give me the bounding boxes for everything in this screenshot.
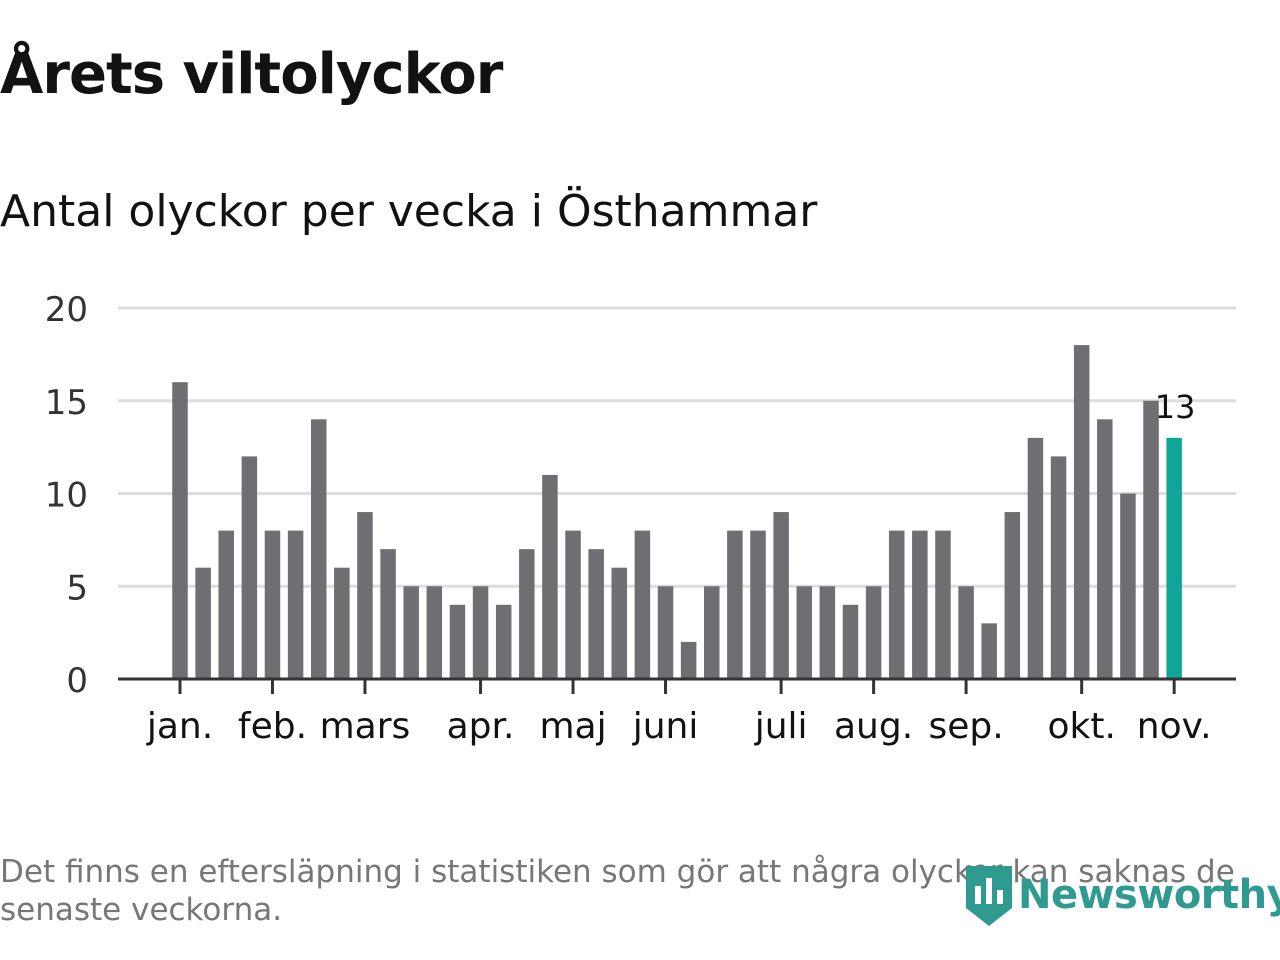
bar <box>796 586 812 679</box>
bar <box>310 419 327 679</box>
bar-highlight <box>1166 437 1182 679</box>
bar <box>542 474 558 679</box>
x-tick-label: juli <box>754 706 808 747</box>
bar <box>195 567 211 679</box>
x-tick-label: apr. <box>447 706 515 747</box>
bar <box>287 530 304 679</box>
y-tick-label: 0 <box>66 661 88 701</box>
x-tick-label: sep. <box>928 706 1003 747</box>
y-tick-label: 20 <box>45 290 88 330</box>
bar <box>357 512 373 679</box>
bar <box>865 586 882 679</box>
bar <box>241 456 258 679</box>
data-label: 13 <box>1155 388 1196 426</box>
chart-title: Årets viltolyckor <box>0 42 503 107</box>
bar <box>1004 512 1021 679</box>
footnote: Det finns en eftersläpning i statistiken… <box>0 854 1235 928</box>
bar <box>588 549 604 679</box>
y-tick-label: 15 <box>45 383 88 423</box>
newsworthy-logo[interactable]: Newsworthy <box>964 860 1280 930</box>
bar <box>611 567 628 679</box>
bar <box>773 512 789 679</box>
bar <box>888 530 905 679</box>
bar <box>1143 400 1159 679</box>
y-tick-label: 5 <box>66 568 88 608</box>
bar <box>449 604 466 679</box>
bar <box>912 530 928 679</box>
bar <box>750 530 766 679</box>
x-tick-label: maj <box>539 706 606 747</box>
bar <box>172 382 188 679</box>
x-tick-label: juni <box>632 706 699 747</box>
bar <box>842 604 859 679</box>
bar <box>819 586 836 679</box>
bar <box>704 586 720 679</box>
bar <box>958 586 974 679</box>
y-tick-label: 10 <box>45 476 88 516</box>
bar <box>495 604 512 679</box>
bar <box>634 530 651 679</box>
bar <box>472 586 489 679</box>
bar <box>1050 456 1067 679</box>
bar <box>519 549 535 679</box>
x-tick-label: aug. <box>834 706 913 747</box>
x-tick-label: mars <box>320 706 411 747</box>
bar <box>264 530 281 679</box>
x-tick-label: okt. <box>1047 706 1115 747</box>
x-tick-label: feb. <box>238 706 307 747</box>
bar <box>680 641 697 679</box>
bar <box>403 586 419 679</box>
bar <box>657 586 674 679</box>
bar <box>981 623 997 679</box>
chart-subtitle: Antal olyckor per vecka i Östhammar <box>0 186 818 237</box>
bar <box>218 530 234 679</box>
newsworthy-logo-icon <box>966 866 1012 926</box>
bar <box>935 530 951 679</box>
bar <box>380 549 396 679</box>
bar <box>426 586 443 679</box>
x-tick-label: jan. <box>146 706 213 747</box>
bar <box>1120 493 1136 679</box>
bar <box>727 530 743 679</box>
bar <box>1097 419 1113 679</box>
bar <box>565 530 581 679</box>
newsworthy-logo-text: Newsworthy <box>1018 872 1280 918</box>
bar <box>334 567 350 679</box>
bar <box>1073 345 1090 679</box>
bar <box>1027 437 1044 679</box>
x-tick-label: nov. <box>1137 706 1212 747</box>
